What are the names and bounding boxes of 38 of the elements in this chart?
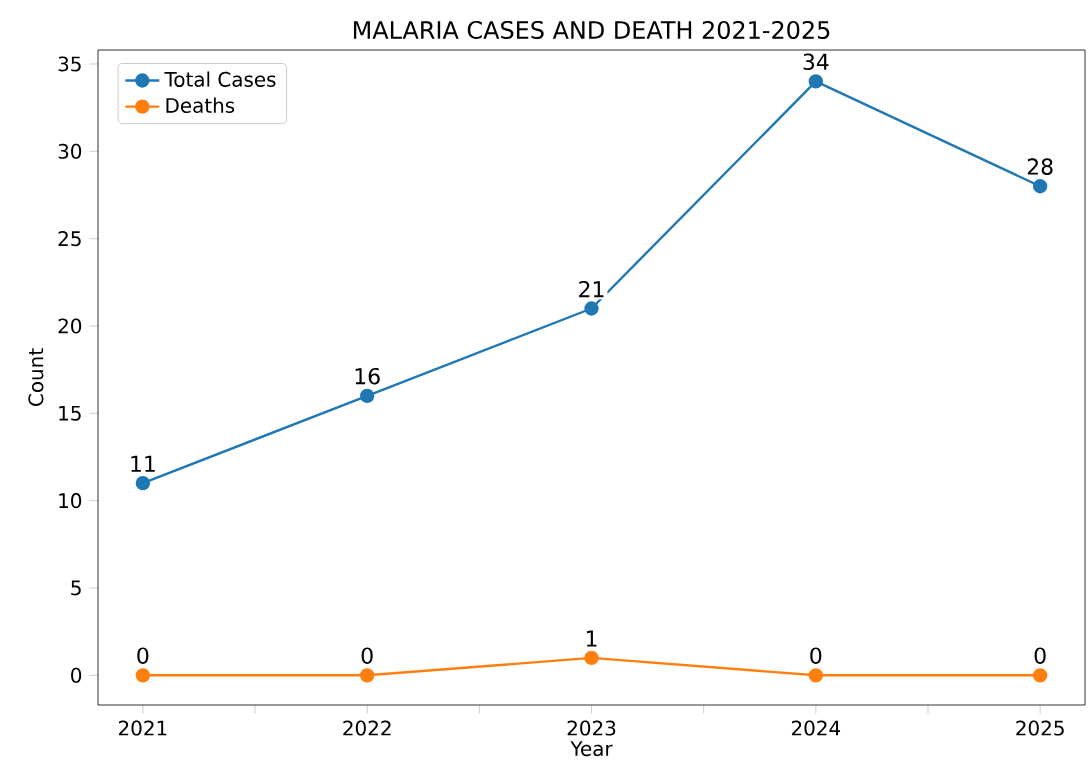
data-label: 0 (361, 647, 373, 664)
y-tick-label: 15 (59, 405, 81, 421)
data-label: 0 (810, 647, 822, 664)
point (360, 668, 375, 683)
point (135, 476, 151, 491)
data-label: 28 (1027, 158, 1053, 175)
x-tick-label: 2024 (791, 720, 841, 736)
y-tick-label: 0 (71, 667, 82, 683)
y-tick-label: 30 (58, 143, 82, 159)
legend-label: Deaths (166, 97, 235, 113)
y-tick-label: 5 (71, 580, 81, 596)
x-tick-label: 2022 (343, 720, 391, 736)
data-label: 0 (1034, 647, 1046, 664)
y-tick-label: 35 (58, 56, 81, 72)
data-label: 16 (355, 367, 380, 385)
point (808, 74, 823, 89)
x-tick-label: 2023 (567, 720, 616, 736)
legend-label: Total Cases (164, 71, 276, 87)
point (1032, 179, 1048, 194)
point (135, 668, 151, 683)
point (584, 301, 599, 316)
data-label: 0 (137, 647, 149, 664)
point (360, 388, 375, 404)
y-axis-title: Count (28, 348, 44, 406)
x-tick-label: 2025 (1016, 720, 1064, 736)
data-label: 21 (579, 280, 604, 298)
y-tick-label: 25 (58, 231, 81, 247)
data-label: 1 (586, 630, 597, 647)
x-tick-label: 2021 (118, 720, 167, 736)
x-axis-title: Year (570, 741, 613, 757)
point (1032, 668, 1048, 683)
y-tick-label: 10 (59, 493, 82, 509)
y-tick-label: 20 (58, 318, 82, 334)
data-label: 34 (803, 53, 829, 71)
point (584, 650, 599, 666)
chart-title: MALARIA CASES AND DEATH 2021-2025 (353, 20, 830, 39)
data-label: 11 (131, 455, 155, 472)
point (808, 668, 823, 683)
